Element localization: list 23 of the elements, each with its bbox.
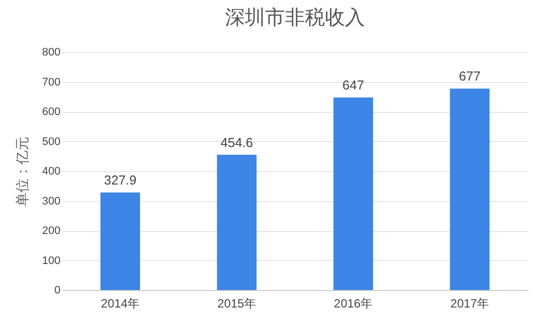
y-tick-label: 800 — [42, 46, 60, 58]
data-label: 454.6 — [220, 134, 254, 150]
y-tick-label: 200 — [42, 225, 60, 237]
bar — [450, 88, 490, 290]
y-tick-label: 400 — [42, 166, 60, 178]
bar — [333, 98, 374, 290]
y-tick-label: 100 — [42, 254, 60, 267]
data-label: 647 — [342, 78, 364, 93]
y-tick-label: 0 — [54, 284, 60, 296]
x-tick-label: 2016年 — [334, 296, 373, 310]
y-tick-label: 500 — [42, 136, 60, 148]
data-label: 327.9 — [104, 172, 137, 188]
y-tick-label: 300 — [42, 195, 60, 208]
data-label: 677 — [458, 68, 481, 84]
y-tick-label: 700 — [42, 76, 60, 88]
y-tick-label: 600 — [42, 106, 60, 118]
bar — [100, 192, 140, 290]
y-axis-title: 单位：亿元 — [14, 136, 30, 206]
x-tick-label: 2015年 — [217, 296, 256, 310]
x-tick-label: 2017年 — [450, 296, 490, 310]
bar — [216, 154, 257, 290]
x-tick-label: 2014年 — [100, 296, 140, 310]
chart-title: 深圳市非税收入 — [225, 7, 365, 29]
